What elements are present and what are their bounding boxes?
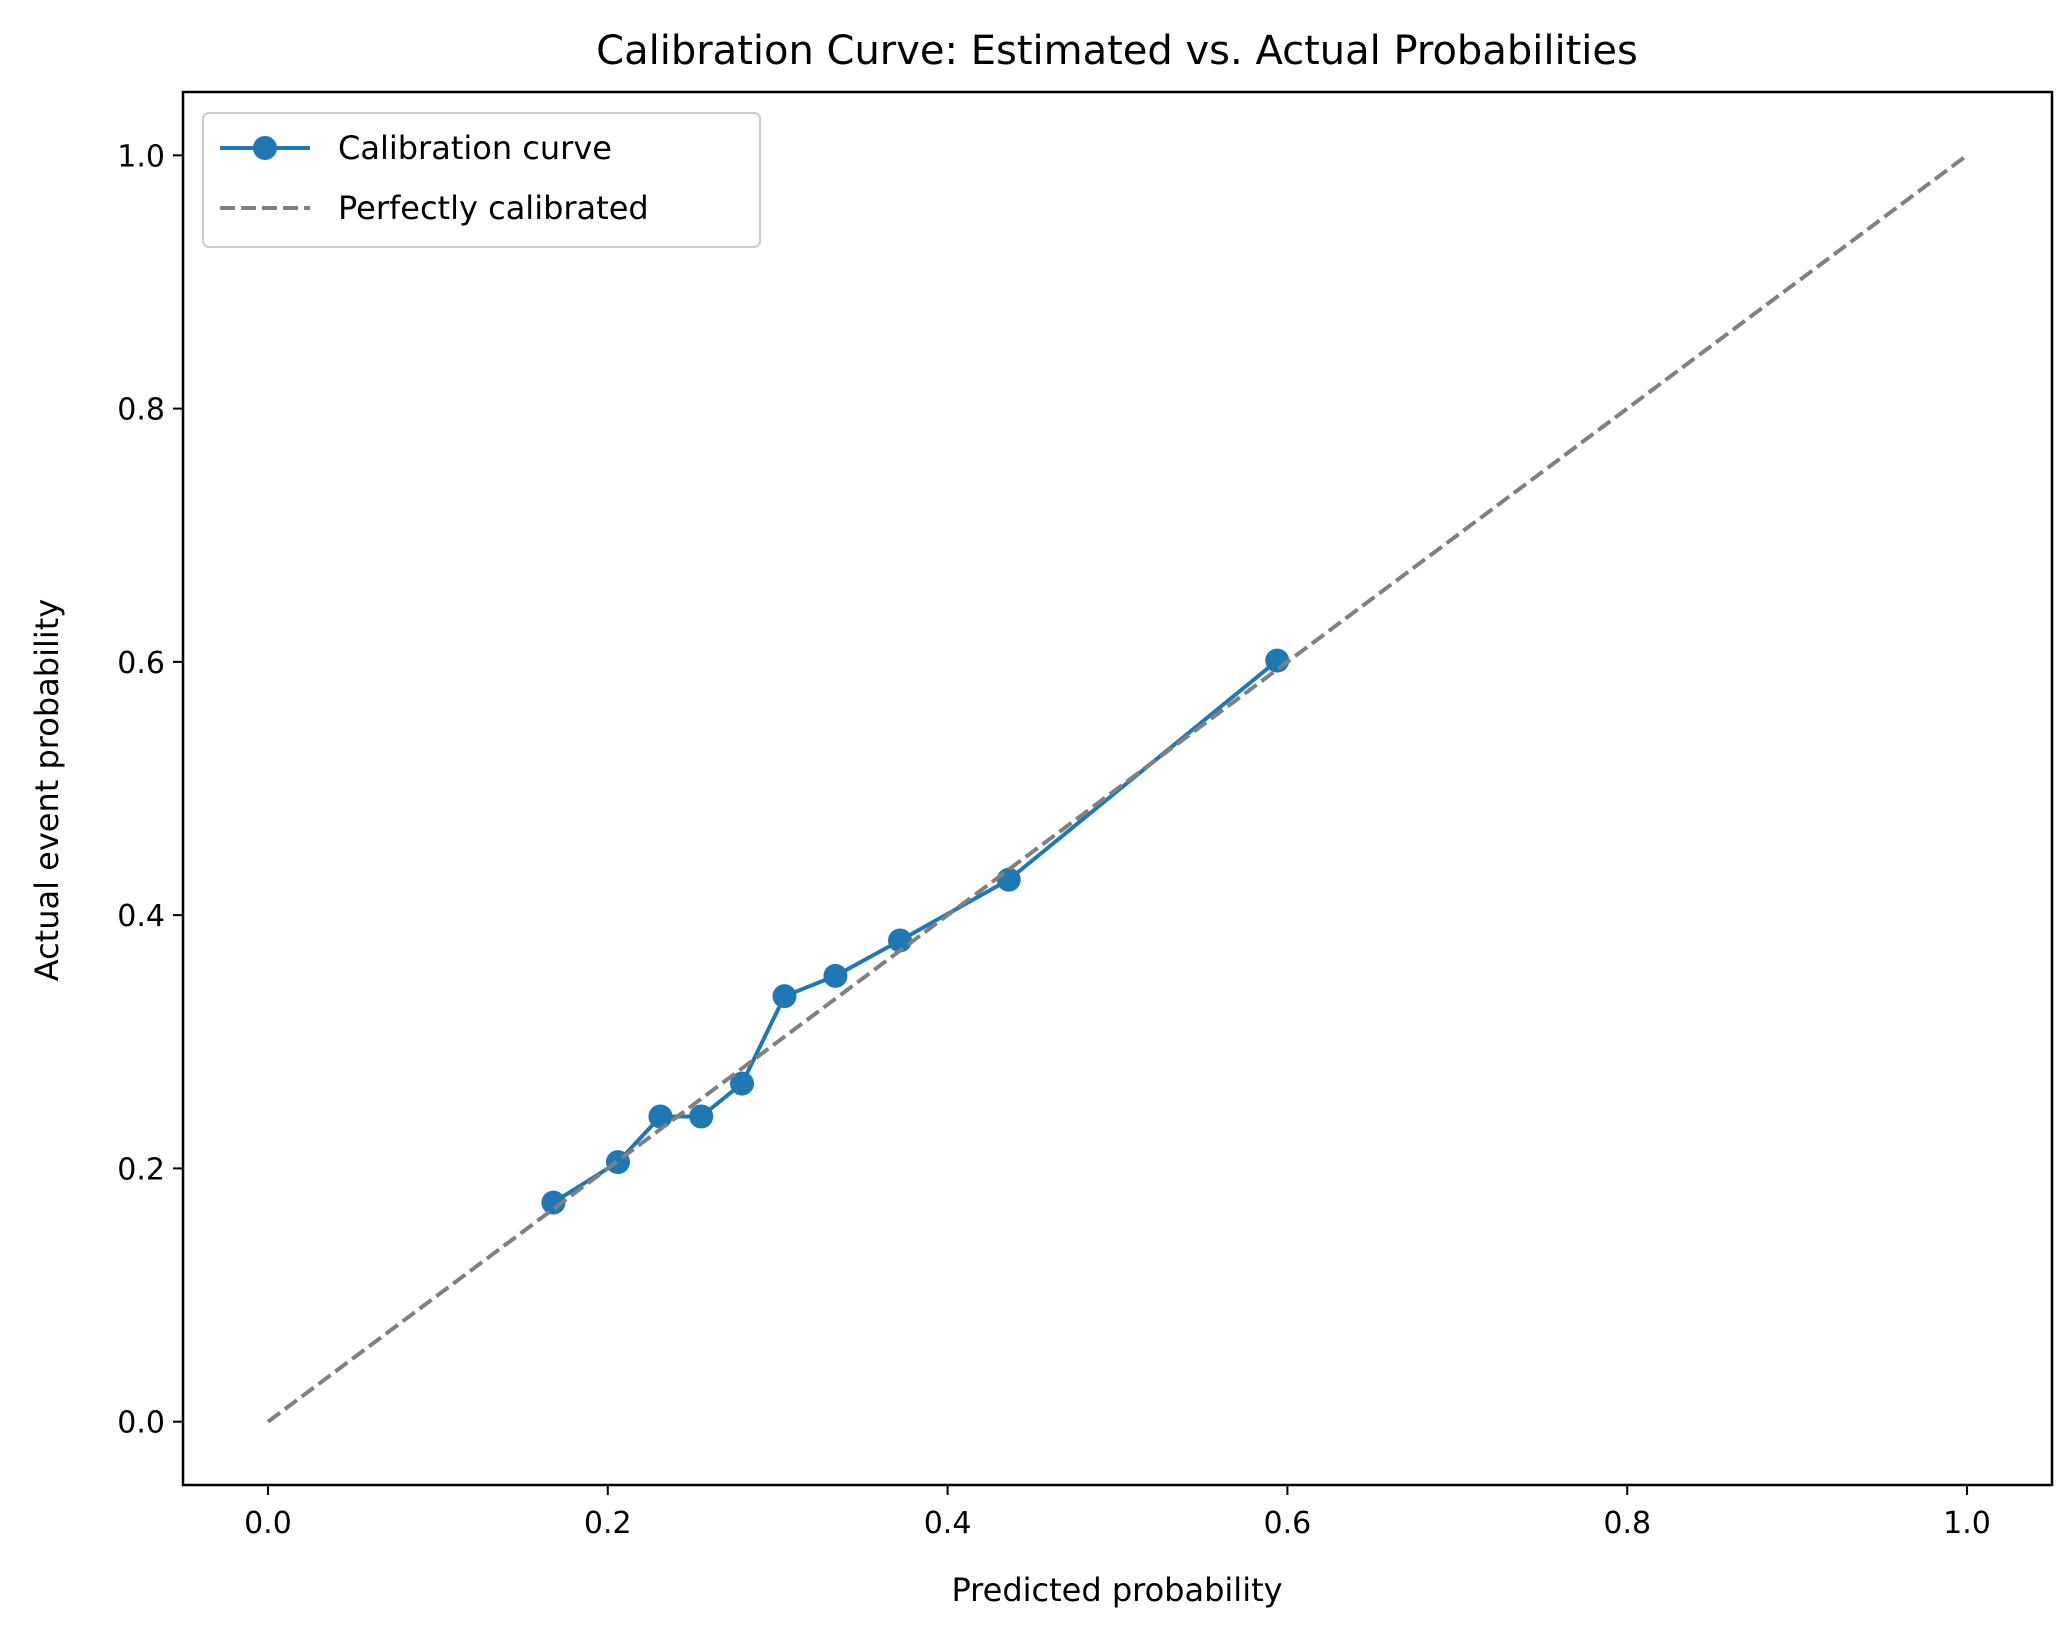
y-tick-label: 1.0 [117, 139, 165, 174]
series-line-perfectly-calibrated [266, 153, 1969, 1424]
y-tick-label: 0.0 [117, 1406, 165, 1441]
y-axis-label: Actual event probability [28, 599, 66, 981]
y-tick-label: 0.4 [117, 899, 165, 934]
x-tick-label: 0.8 [1603, 1506, 1651, 1541]
x-tick-label: 0.0 [244, 1506, 292, 1541]
data-point-calibration-curve [648, 1104, 673, 1129]
data-point-calibration-curve [1265, 648, 1290, 673]
data-point-calibration-curve [823, 963, 848, 988]
axes: 0.0 0.2 0.4 0.6 0.8 1.0 0.0 0.2 0.4 0.6 0.8 1.0 [117, 90, 2054, 1541]
legend-label-perfectly-calibrated: Perfectly calibrated [338, 189, 649, 227]
axes-frame [181, 90, 2054, 1487]
legend-frame [202, 112, 761, 248]
x-tick-label: 0.2 [584, 1506, 632, 1541]
x-tick-label: 1.0 [1943, 1506, 1991, 1541]
chart-title: Calibration Curve: Estimated vs. Actual … [596, 28, 1638, 74]
plot-area [266, 153, 1969, 1424]
data-point-calibration-curve [996, 867, 1021, 892]
y-tick-label: 0.8 [117, 393, 165, 428]
data-point-calibration-curve [689, 1104, 714, 1129]
data-point-calibration-curve [541, 1190, 566, 1215]
y-tick-label: 0.6 [117, 646, 165, 681]
x-axis-label: Predicted probability [951, 1571, 1282, 1609]
y-tick-label: 0.2 [117, 1152, 165, 1187]
data-point-calibration-curve [730, 1071, 755, 1096]
legend-label-calibration-curve: Calibration curve [338, 129, 612, 167]
legend-marker-calibration-curve [253, 136, 277, 160]
legend: Calibration curve Perfectly calibrated [202, 112, 761, 248]
x-tick-label: 0.6 [1264, 1506, 1312, 1541]
x-tick-label: 0.4 [924, 1506, 972, 1541]
series-line-calibration-curve [552, 659, 1279, 1205]
data-point-calibration-curve [772, 984, 797, 1009]
data-point-calibration-curve [888, 928, 913, 953]
